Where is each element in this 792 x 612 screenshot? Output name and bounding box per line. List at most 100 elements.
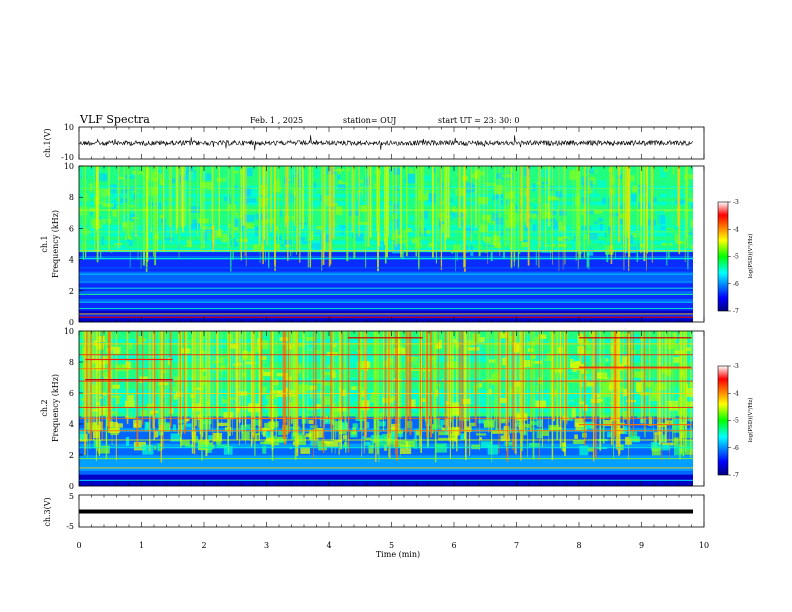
spectrogram-patch xyxy=(653,196,657,203)
spectrogram-patch xyxy=(306,410,311,415)
spectrogram-patch xyxy=(154,388,161,397)
spectrogram-patch xyxy=(157,429,164,436)
spectrogram-patch xyxy=(256,233,268,240)
spectrogram-band xyxy=(79,294,693,299)
sferic-streak xyxy=(309,166,312,268)
sferic-streak xyxy=(488,331,490,433)
spectrogram-patch xyxy=(422,218,430,228)
spectrogram-patch xyxy=(493,236,500,246)
spectrogram-patch xyxy=(222,368,229,374)
sferic-streak xyxy=(614,331,617,436)
sferic-streak xyxy=(491,331,493,445)
sferic-streak xyxy=(653,331,654,452)
sferic-streak xyxy=(545,166,547,251)
narrowband-line xyxy=(79,458,693,460)
spectrogram-patch xyxy=(319,195,323,202)
spectrogram-band xyxy=(79,286,693,292)
spectrogram-patch xyxy=(207,204,215,209)
spectrogram-patch xyxy=(265,431,273,438)
spectrogram-patch xyxy=(370,217,379,221)
sferic-streak xyxy=(334,331,336,454)
sferic-streak xyxy=(95,331,97,461)
spectrogram-patch xyxy=(598,217,603,222)
sferic-streak xyxy=(551,331,554,461)
frequency-tick-label: 0 xyxy=(69,318,74,327)
sferic-streak xyxy=(344,331,346,423)
spectrogram-patch xyxy=(570,220,580,231)
spectrogram-patch xyxy=(643,353,654,360)
spectrogram-patch xyxy=(632,185,638,193)
sferic-streak xyxy=(420,331,422,453)
sferic-streak xyxy=(615,166,617,260)
spectrogram-patch xyxy=(257,338,260,345)
spectrogram-patch xyxy=(146,403,157,408)
sferic-streak xyxy=(668,166,670,259)
spectrogram-band xyxy=(79,455,693,460)
sferic-streak xyxy=(400,166,402,258)
spectrogram-patch xyxy=(244,361,257,365)
spectrogram-patch xyxy=(504,441,513,446)
sferic-streak xyxy=(265,166,266,262)
ch1-waveform-ticks xyxy=(78,127,705,159)
sferic-streak xyxy=(548,166,550,227)
spectrogram-patch xyxy=(191,210,200,213)
spectrogram-patch xyxy=(436,234,442,238)
sferic-streak xyxy=(186,331,188,424)
spectrogram-patch xyxy=(438,437,448,441)
spectrogram-patch xyxy=(534,336,541,344)
spectrogram-patch xyxy=(508,406,515,411)
spectrogram-patch xyxy=(208,435,213,441)
spectrogram-band xyxy=(79,462,693,467)
spectrogram-patch xyxy=(510,429,519,433)
figure-title: VLF Spectra xyxy=(79,113,150,126)
spectrogram-patch xyxy=(639,418,647,424)
spectrogram-patch xyxy=(138,351,151,360)
sferic-streak xyxy=(86,166,88,253)
spectrogram-patch xyxy=(368,222,380,228)
sferic-streak xyxy=(399,331,401,458)
spectrogram-patch xyxy=(347,202,359,210)
spectrogram-patch xyxy=(301,200,310,208)
sferic-streak xyxy=(129,166,130,228)
spectrogram-patch xyxy=(632,371,641,378)
sferic-streak xyxy=(583,331,586,446)
spectrogram-patch xyxy=(86,380,98,386)
sferic-streak xyxy=(136,331,139,447)
spectrogram-patch xyxy=(338,401,350,405)
sferic-streak xyxy=(409,331,412,436)
ch2-colorbar-ticks: -3 -4 -5 -6 -7 xyxy=(728,363,739,479)
sferic-streak xyxy=(532,331,535,460)
sferic-streak xyxy=(538,166,540,268)
spectrogram-patch xyxy=(368,445,374,454)
sferic-streak xyxy=(683,331,685,425)
spectrogram-patch xyxy=(439,201,447,205)
spectrogram-patch xyxy=(401,239,409,243)
spectrogram-patch xyxy=(522,239,530,243)
sferic-streak xyxy=(365,166,367,268)
spectrogram-patch xyxy=(428,356,437,365)
sferic-streak xyxy=(567,166,569,249)
sferic-streak xyxy=(244,166,246,257)
spectrogram-patch xyxy=(241,424,245,431)
ch3-waveform-ticks xyxy=(78,495,705,527)
spectrogram-patch xyxy=(608,213,620,217)
spectrogram-patch xyxy=(299,348,303,353)
sferic-streak xyxy=(156,166,159,251)
station-label: station= OUJ xyxy=(343,116,396,125)
sferic-streak xyxy=(154,331,156,417)
sferic-streak xyxy=(341,331,343,420)
sferic-streak xyxy=(611,331,613,446)
spectrogram-patch xyxy=(217,382,229,390)
spectrogram-patch xyxy=(390,338,396,345)
spectrogram-band xyxy=(79,271,693,276)
spectrogram-patch xyxy=(523,225,530,233)
sferic-streak xyxy=(646,166,647,271)
sferic-streak xyxy=(602,331,605,444)
sferic-streak xyxy=(562,166,564,270)
spectrogram-patch xyxy=(339,225,346,235)
narrowband-line xyxy=(79,380,693,382)
spectrogram-patch xyxy=(275,225,279,234)
ch3-waveform-ylabel: ch.3(V) xyxy=(43,497,52,526)
sferic-streak xyxy=(258,331,260,441)
sferic-streak xyxy=(168,166,171,228)
